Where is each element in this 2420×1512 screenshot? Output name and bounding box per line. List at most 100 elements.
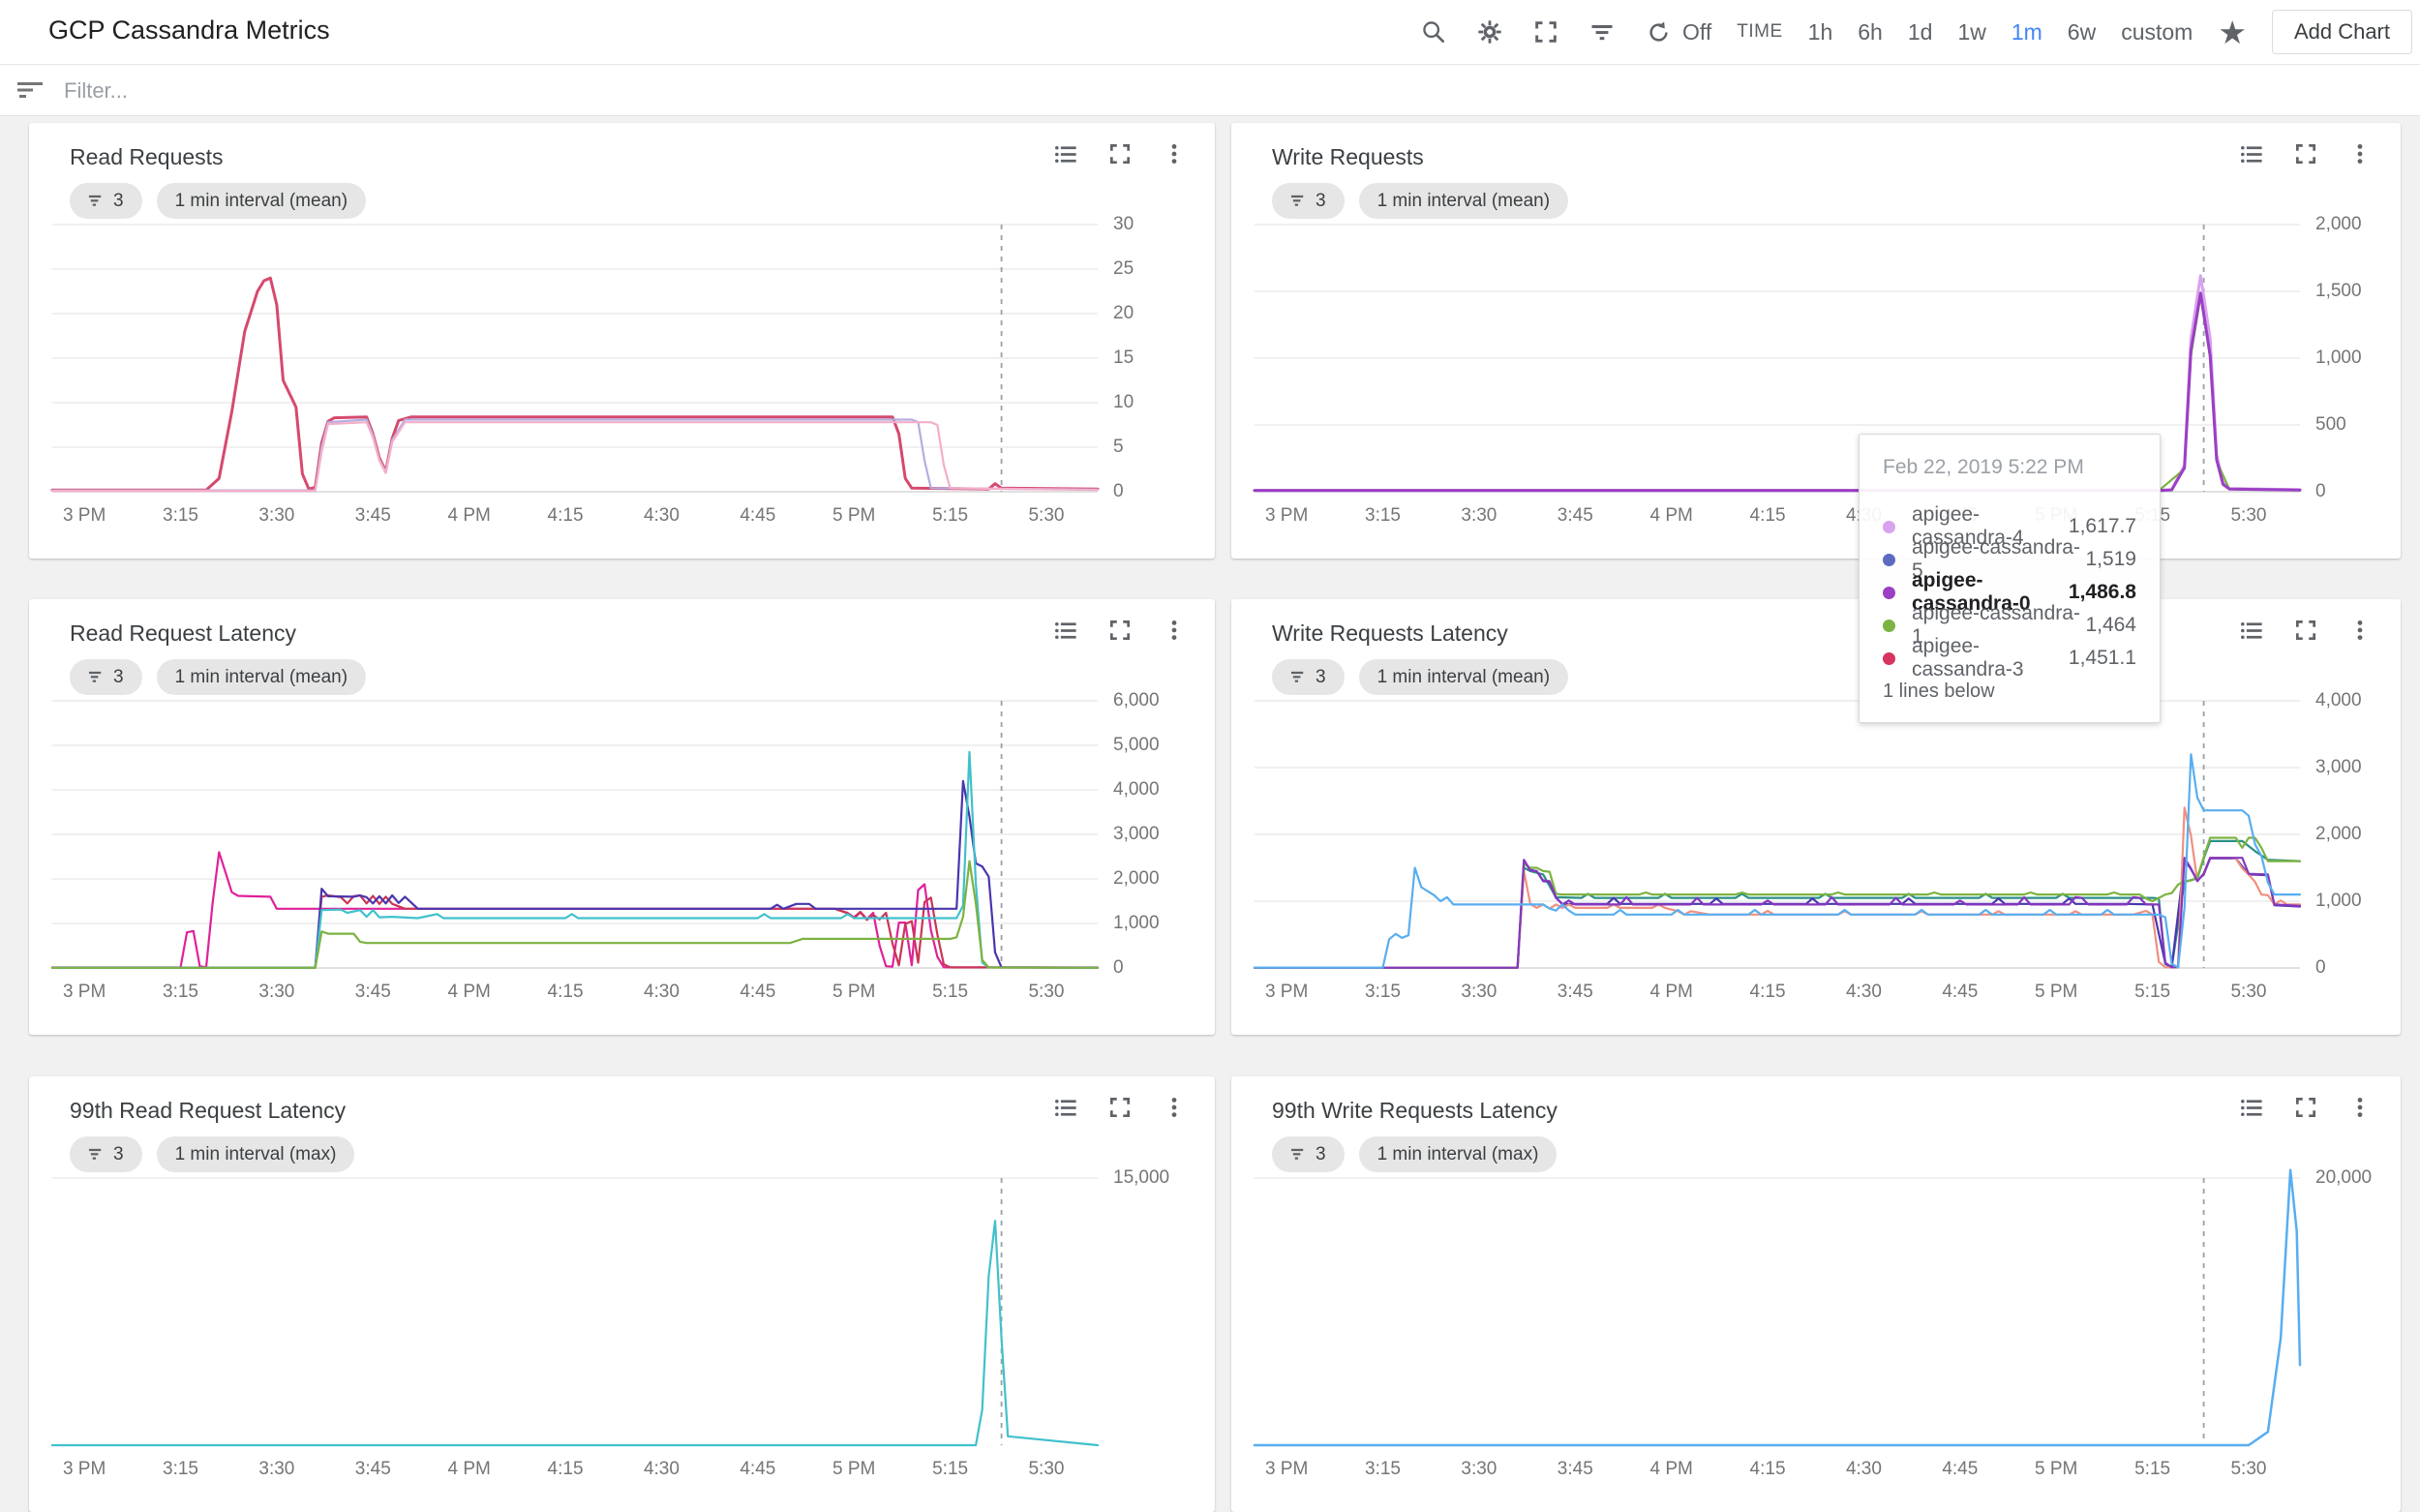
x-axis-tick: 5 PM xyxy=(832,505,876,526)
interval-chip[interactable]: 1 min interval (mean) xyxy=(1358,659,1569,695)
x-axis-tick: 3 PM xyxy=(62,505,106,526)
chart-plot[interactable] xyxy=(50,700,1100,969)
x-axis-tick: 3:45 xyxy=(354,505,391,526)
interval-chip[interactable]: 1 min interval (max) xyxy=(1358,1136,1558,1172)
tooltip-row: apigee-cassandra-0 1,486.8 xyxy=(1883,569,2136,615)
overflow-menu-icon[interactable] xyxy=(2346,1094,2374,1121)
series-value: 1,486.8 xyxy=(2068,581,2136,603)
range-1d[interactable]: 1d xyxy=(1907,18,1933,45)
card-write-requests-latency: Write Requests Latency 3 1 min interval … xyxy=(1231,599,2401,1035)
overflow-menu-icon[interactable] xyxy=(2346,140,2374,167)
y-axis-tick: 1,000 xyxy=(2315,891,2362,911)
interval-chip[interactable]: 1 min interval (mean) xyxy=(1358,183,1569,219)
time-label: TIME xyxy=(1737,21,1783,42)
x-axis-tick: 3:30 xyxy=(1461,982,1497,1002)
y-axis-tick: 2,000 xyxy=(1113,868,1160,889)
overflow-menu-icon[interactable] xyxy=(2346,617,2374,644)
range-custom[interactable]: custom xyxy=(2121,18,2193,45)
filter-count-chip[interactable]: 3 xyxy=(70,183,142,219)
filter-list-icon[interactable] xyxy=(1587,16,1618,47)
chart-plot[interactable] xyxy=(1253,224,2302,493)
series-name: apigee-cassandra-0 xyxy=(1912,569,2031,615)
chart-title: Write Requests xyxy=(1272,144,1424,169)
expand-icon[interactable] xyxy=(2292,140,2319,167)
x-axis-tick: 3 PM xyxy=(1264,505,1309,526)
chart-plot[interactable] xyxy=(1253,700,2302,969)
card-read-requests: Read Requests 3 1 min interval (mean) 30… xyxy=(29,123,1215,559)
series-line xyxy=(50,860,1100,969)
range-6h[interactable]: 6h xyxy=(1858,18,1883,45)
filter-input[interactable] xyxy=(62,73,937,109)
filter-icon xyxy=(15,77,45,107)
legend-icon[interactable] xyxy=(1052,140,1079,167)
legend-icon[interactable] xyxy=(1052,1094,1079,1121)
auto-refresh-toggle[interactable]: Off xyxy=(1643,16,1711,47)
expand-icon[interactable] xyxy=(1106,1094,1134,1121)
expand-icon[interactable] xyxy=(1106,617,1134,644)
overflow-menu-icon[interactable] xyxy=(1161,140,1188,167)
favorite-star-icon[interactable]: ★ xyxy=(2218,14,2247,50)
card-99th-write-requests-latency: 99th Write Requests Latency 3 1 min inte… xyxy=(1231,1076,2401,1512)
range-1h[interactable]: 1h xyxy=(1807,18,1833,45)
y-axis-tick: 15,000 xyxy=(1113,1167,1170,1188)
chart-title: Write Requests Latency xyxy=(1272,620,1508,646)
x-axis-tick: 4 PM xyxy=(447,505,491,526)
x-axis-tick: 5:15 xyxy=(932,505,969,526)
interval-chip[interactable]: 1 min interval (mean) xyxy=(156,659,367,695)
interval-chip[interactable]: 1 min interval (max) xyxy=(156,1136,355,1172)
filter-count-chip[interactable]: 3 xyxy=(70,1136,142,1172)
x-axis-tick: 4:45 xyxy=(740,982,776,1002)
x-axis-tick: 5:15 xyxy=(932,982,969,1002)
chip-filter-icon xyxy=(1290,195,1304,206)
legend-icon[interactable] xyxy=(2238,1094,2265,1121)
series-line xyxy=(1253,836,2302,969)
y-axis-tick: 5,000 xyxy=(1113,735,1160,755)
x-axis-tick: 3:45 xyxy=(1557,505,1593,526)
x-axis-tick: 4:15 xyxy=(1749,1459,1786,1479)
x-axis-tick: 3:30 xyxy=(258,505,295,526)
add-chart-button[interactable]: Add Chart xyxy=(2271,10,2412,54)
range-1w[interactable]: 1w xyxy=(1957,18,1986,45)
filter-count-chip[interactable]: 3 xyxy=(1272,659,1345,695)
interval-chip[interactable]: 1 min interval (mean) xyxy=(156,183,367,219)
expand-icon[interactable] xyxy=(1106,140,1134,167)
y-axis-tick: 15 xyxy=(1113,348,1134,368)
y-axis-tick: 2,000 xyxy=(2315,214,2362,234)
overflow-menu-icon[interactable] xyxy=(1161,617,1188,644)
series-name: apigee-cassandra-5 xyxy=(1912,536,2080,582)
settings-gear-icon[interactable] xyxy=(1474,16,1505,47)
search-icon[interactable] xyxy=(1418,16,1449,47)
refresh-icon xyxy=(1643,16,1674,47)
x-axis-tick: 5 PM xyxy=(2035,982,2078,1002)
y-axis-tick: 3,000 xyxy=(2315,757,2362,777)
x-axis-tick: 4:45 xyxy=(740,505,776,526)
chart-plot[interactable] xyxy=(1253,1168,2302,1447)
filter-count-chip[interactable]: 3 xyxy=(1272,183,1345,219)
card-read-request-latency: Read Request Latency 3 1 min interval (m… xyxy=(29,599,1215,1035)
x-axis-tick: 4:30 xyxy=(643,982,680,1002)
overflow-menu-icon[interactable] xyxy=(1161,1094,1188,1121)
x-axis-tick: 4:45 xyxy=(1942,1459,1979,1479)
fullscreen-icon[interactable] xyxy=(1530,16,1561,47)
legend-icon[interactable] xyxy=(1052,617,1079,644)
x-axis-tick: 4:30 xyxy=(1845,982,1882,1002)
filter-count-chip[interactable]: 3 xyxy=(70,659,142,695)
expand-icon[interactable] xyxy=(2292,617,2319,644)
expand-icon[interactable] xyxy=(2292,1094,2319,1121)
legend-icon[interactable] xyxy=(2238,140,2265,167)
legend-icon[interactable] xyxy=(2238,617,2265,644)
series-color-dot xyxy=(1883,619,1895,632)
x-axis-tick: 3:30 xyxy=(1461,1459,1497,1479)
series-line xyxy=(50,421,1100,493)
x-axis-tick: 5:30 xyxy=(2230,1459,2267,1479)
x-axis-tick: 3:30 xyxy=(258,1459,295,1479)
range-1m-active[interactable]: 1m xyxy=(2011,18,2042,45)
chart-plot[interactable] xyxy=(50,224,1100,493)
range-6w[interactable]: 6w xyxy=(2067,18,2097,45)
chart-plot[interactable] xyxy=(50,1177,1100,1447)
card-write-requests: Write Requests 3 1 min interval (mean) 2… xyxy=(1231,123,2401,559)
x-axis-tick: 4:15 xyxy=(1749,505,1786,526)
x-axis-tick: 4 PM xyxy=(1649,1459,1693,1479)
filter-count-chip[interactable]: 3 xyxy=(1272,1136,1345,1172)
y-axis-tick: 5 xyxy=(1113,437,1124,457)
